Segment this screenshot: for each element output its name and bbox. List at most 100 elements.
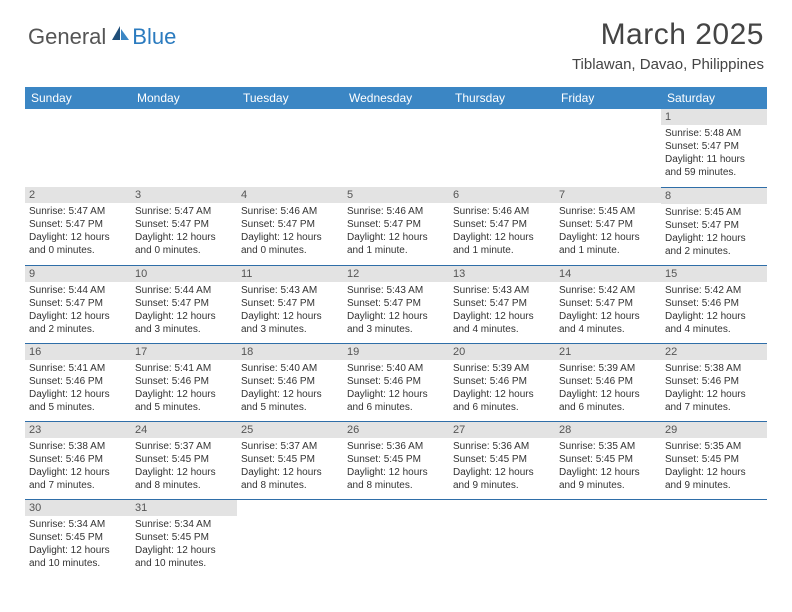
day-cell: 2Sunrise: 5:47 AMSunset: 5:47 PMDaylight… — [25, 187, 131, 265]
day-body: Sunrise: 5:35 AMSunset: 5:45 PMDaylight:… — [661, 438, 767, 494]
sunset-line: Sunset: 5:47 PM — [347, 218, 445, 231]
daylight-line: Daylight: 12 hours and 6 minutes. — [453, 388, 551, 414]
day-cell: 23Sunrise: 5:38 AMSunset: 5:46 PMDayligh… — [25, 421, 131, 499]
day-number: 2 — [25, 187, 131, 203]
day-cell: 24Sunrise: 5:37 AMSunset: 5:45 PMDayligh… — [131, 421, 237, 499]
day-number: 31 — [131, 500, 237, 516]
day-cell: 12 Sunrise: 5:43 AMSunset: 5:47 PMDayligh… — [343, 265, 449, 343]
day-number: 27 — [449, 422, 555, 438]
day-number: 12 — [343, 266, 449, 282]
logo-text-blue: Blue — [132, 24, 176, 50]
day-cell: 27Sunrise: 5:36 AMSunset: 5:45 PMDayligh… — [449, 421, 555, 499]
sunset-line: Sunset: 5:46 PM — [29, 453, 127, 466]
sunrise-line: Sunrise: 5:43 AM — [347, 284, 445, 297]
day-header: Monday — [131, 87, 237, 109]
day-cell: 17Sunrise: 5:41 AMSunset: 5:46 PMDayligh… — [131, 343, 237, 421]
day-body: Sunrise: 5:39 AMSunset: 5:46 PMDaylight:… — [449, 360, 555, 416]
day-cell: 19Sunrise: 5:40 AMSunset: 5:46 PMDayligh… — [343, 343, 449, 421]
sail-icon — [110, 24, 130, 44]
sunset-line: Sunset: 5:47 PM — [665, 140, 763, 153]
week-row: 16Sunrise: 5:41 AMSunset: 5:46 PMDayligh… — [25, 343, 767, 421]
day-cell: 10Sunrise: 5:44 AMSunset: 5:47 PMDayligh… — [131, 265, 237, 343]
sunset-line: Sunset: 5:47 PM — [347, 297, 445, 310]
sunset-line: Sunset: 5:47 PM — [665, 219, 763, 232]
daylight-line: Daylight: 12 hours and 6 minutes. — [559, 388, 657, 414]
calendar-table: SundayMondayTuesdayWednesdayThursdayFrid… — [25, 87, 767, 577]
day-number: 17 — [131, 344, 237, 360]
daylight-line: Daylight: 12 hours and 9 minutes. — [453, 466, 551, 492]
sunset-line: Sunset: 5:47 PM — [453, 218, 551, 231]
sunset-line: Sunset: 5:45 PM — [559, 453, 657, 466]
sunrise-line: Sunrise: 5:46 AM — [453, 205, 551, 218]
day-body: Sunrise: 5:42 AMSunset: 5:46 PMDaylight:… — [661, 282, 767, 338]
sunrise-line: Sunrise: 5:41 AM — [135, 362, 233, 375]
day-cell: 14Sunrise: 5:42 AMSunset: 5:47 PMDayligh… — [555, 265, 661, 343]
day-cell: 6 Sunrise: 5:46 AMSunset: 5:47 PMDaylight… — [449, 187, 555, 265]
sunset-line: Sunset: 5:45 PM — [241, 453, 339, 466]
sunset-line: Sunset: 5:47 PM — [241, 297, 339, 310]
empty-cell — [237, 499, 343, 577]
sunrise-line: Sunrise: 5:40 AM — [347, 362, 445, 375]
daylight-line: Daylight: 12 hours and 5 minutes. — [241, 388, 339, 414]
day-number: 14 — [555, 266, 661, 282]
empty-cell — [237, 109, 343, 187]
daylight-line: Daylight: 12 hours and 0 minutes. — [135, 231, 233, 257]
sunset-line: Sunset: 5:47 PM — [559, 218, 657, 231]
day-body: Sunrise: 5:45 AMSunset: 5:47 PMDaylight:… — [555, 203, 661, 259]
day-header: Thursday — [449, 87, 555, 109]
day-cell: 13Sunrise: 5:43 AMSunset: 5:47 PMDayligh… — [449, 265, 555, 343]
day-cell: 5Sunrise: 5:46 AMSunset: 5:47 PMDaylight… — [343, 187, 449, 265]
day-number: 15 — [661, 266, 767, 282]
daylight-line: Daylight: 12 hours and 9 minutes. — [559, 466, 657, 492]
month-title: March 2025 — [572, 18, 764, 52]
day-number: 26 — [343, 422, 449, 438]
daylight-line: Daylight: 12 hours and 8 minutes. — [135, 466, 233, 492]
sunset-line: Sunset: 5:45 PM — [135, 453, 233, 466]
daylight-line: Daylight: 12 hours and 9 minutes. — [665, 466, 763, 492]
day-header: Tuesday — [237, 87, 343, 109]
sunset-line: Sunset: 5:45 PM — [29, 531, 127, 544]
daylight-line: Daylight: 12 hours and 1 minute. — [559, 231, 657, 257]
daylight-line: Daylight: 12 hours and 3 minutes. — [347, 310, 445, 336]
day-body: Sunrise: 5:43 AMSunset: 5:47 PMDaylight:… — [449, 282, 555, 338]
day-cell: 22Sunrise: 5:38 AMSunset: 5:46 PMDayligh… — [661, 343, 767, 421]
week-row: 2Sunrise: 5:47 AMSunset: 5:47 PMDaylight… — [25, 187, 767, 265]
sunrise-line: Sunrise: 5:34 AM — [135, 518, 233, 531]
day-cell: 15Sunrise: 5:42 AMSunset: 5:46 PMDayligh… — [661, 265, 767, 343]
day-body: Sunrise: 5:46 AMSunset: 5:47 PMDaylight:… — [237, 203, 343, 259]
sunrise-line: Sunrise: 5:39 AM — [559, 362, 657, 375]
header: General Blue March 2025 Tiblawan, Davao,… — [0, 0, 792, 81]
daylight-line: Daylight: 12 hours and 4 minutes. — [559, 310, 657, 336]
daylight-line: Daylight: 12 hours and 1 minute. — [347, 231, 445, 257]
day-number: 20 — [449, 344, 555, 360]
day-body: Sunrise: 5:47 AMSunset: 5:47 PMDaylight:… — [131, 203, 237, 259]
daylight-line: Daylight: 12 hours and 1 minute. — [453, 231, 551, 257]
day-body: Sunrise: 5:46 AMSunset: 5:47 PMDaylight:… — [343, 203, 449, 259]
day-number: 6 — [449, 187, 555, 203]
day-number: 3 — [131, 187, 237, 203]
sunrise-line: Sunrise: 5:45 AM — [559, 205, 657, 218]
sunrise-line: Sunrise: 5:44 AM — [135, 284, 233, 297]
logo-text-general: General — [28, 24, 106, 50]
day-number: 16 — [25, 344, 131, 360]
day-body: Sunrise: 5:41 AMSunset: 5:46 PMDaylight:… — [25, 360, 131, 416]
day-cell: 7Sunrise: 5:45 AMSunset: 5:47 PMDaylight… — [555, 187, 661, 265]
day-number: 24 — [131, 422, 237, 438]
day-cell: 11Sunrise: 5:43 AMSunset: 5:47 PMDayligh… — [237, 265, 343, 343]
day-number: 9 — [25, 266, 131, 282]
sunrise-line: Sunrise: 5:35 AM — [665, 440, 763, 453]
sunrise-line: Sunrise: 5:38 AM — [29, 440, 127, 453]
empty-cell — [449, 109, 555, 187]
daylight-line: Daylight: 12 hours and 6 minutes. — [347, 388, 445, 414]
day-body: Sunrise: 5:45 AMSunset: 5:47 PMDaylight:… — [661, 204, 767, 260]
day-body: Sunrise: 5:36 AMSunset: 5:45 PMDaylight:… — [449, 438, 555, 494]
day-body: Sunrise: 5:47 AMSunset: 5:47 PMDaylight:… — [25, 203, 131, 259]
sunrise-line: Sunrise: 5:46 AM — [347, 205, 445, 218]
day-body: Sunrise: 5:44 AMSunset: 5:47 PMDaylight:… — [25, 282, 131, 338]
daylight-line: Daylight: 12 hours and 8 minutes. — [347, 466, 445, 492]
day-cell: 25Sunrise: 5:37 AMSunset: 5:45 PMDayligh… — [237, 421, 343, 499]
day-body: Sunrise: 5:38 AMSunset: 5:46 PMDaylight:… — [661, 360, 767, 416]
logo: General Blue — [28, 24, 176, 50]
sunrise-line: Sunrise: 5:38 AM — [665, 362, 763, 375]
empty-cell — [343, 499, 449, 577]
